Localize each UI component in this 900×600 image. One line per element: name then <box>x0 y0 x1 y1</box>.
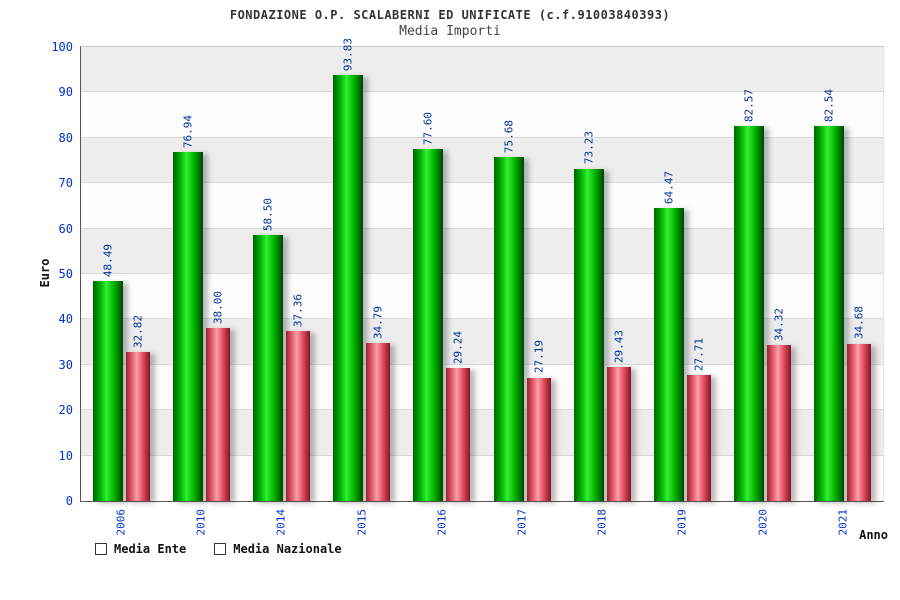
value-label: 38.00 <box>211 291 225 325</box>
value-label: 82.54 <box>822 89 836 123</box>
bar-group-2021: 82.54 34.68 2021 <box>814 47 872 536</box>
media-nazionale-bar: 27.71 <box>686 338 711 501</box>
bar-group-2010: 76.94 38.00 2010 <box>172 47 230 536</box>
value-label: 75.68 <box>502 120 516 154</box>
value-label: 82.57 <box>742 89 756 123</box>
media-ente-bar: 82.57 <box>734 89 765 501</box>
gridline <box>81 136 883 138</box>
plot-area: 48.49 32.82 2006 76.94 38.00 2010 58.50 37.36 20… <box>51 38 884 536</box>
value-label: 29.24 <box>451 331 465 365</box>
bar-group-2006: 48.49 32.82 2006 <box>92 47 150 536</box>
value-label: 93.83 <box>341 37 355 72</box>
x-tick-label: 2015 <box>355 509 369 536</box>
bar-group-2017: 75.68 27.19 2017 <box>493 47 551 536</box>
x-tick-label: 2020 <box>756 509 770 536</box>
media-nazionale-bar: 38.00 <box>205 291 230 501</box>
x-tick-label: 2019 <box>675 509 689 536</box>
y-tick-label: 30 <box>58 357 73 372</box>
y-tick-label: 100 <box>51 40 73 54</box>
y-tick-label: 90 <box>58 85 73 100</box>
gridline <box>81 182 883 184</box>
media-ente-bar: 48.49 <box>92 244 123 501</box>
media-nazionale-bar: 34.79 <box>366 306 391 501</box>
value-label: 77.60 <box>421 111 435 145</box>
media-ente-bar: 82.54 <box>814 89 845 501</box>
media-nazionale-bar: 32.82 <box>125 315 150 501</box>
value-label: 34.79 <box>371 305 385 340</box>
x-tick-label: 2016 <box>435 509 449 536</box>
y-tick-label: 50 <box>58 267 73 281</box>
media-nazionale-bar: 34.68 <box>847 306 872 501</box>
value-label: 34.32 <box>772 308 786 342</box>
media-nazionale-bar: 27.19 <box>526 340 551 501</box>
value-label: 76.94 <box>181 114 195 148</box>
media-nazionale-label: Media Nazionale <box>233 542 342 556</box>
gridline <box>81 318 883 320</box>
x-axis-title: Anno <box>859 528 888 542</box>
media-ente-swatch <box>95 543 107 555</box>
y-tick-label: 10 <box>58 448 73 463</box>
y-tick-label: 40 <box>58 312 73 327</box>
media-nazionale-bar: 29.43 <box>606 330 631 501</box>
bar-group-2019: 64.47 27.71 2019 <box>653 47 711 536</box>
chart-title: FONDAZIONE O.P. SCALABERNI ED UNIFICATE … <box>229 8 671 22</box>
y-tick-label: 60 <box>58 221 73 236</box>
media-ente-bar: 76.94 <box>172 115 203 501</box>
value-label: 32.82 <box>131 314 145 348</box>
y-tick-label: 0 <box>65 494 73 508</box>
x-tick-label: 2021 <box>836 509 850 536</box>
bar-group-2016: 77.60 29.24 2016 <box>413 47 471 536</box>
media-ente-bar: 75.68 <box>493 120 524 501</box>
bar-group-2014: 58.50 37.36 2014 <box>252 47 310 536</box>
value-label: 48.49 <box>101 243 115 277</box>
x-tick-label: 2010 <box>194 509 208 536</box>
bar-group-2015: 93.83 34.79 2015 <box>333 38 391 536</box>
gridline <box>81 227 883 229</box>
media-ente-bar: 93.83 <box>333 38 364 501</box>
gridline <box>81 409 883 411</box>
media-ente-bar: 58.50 <box>252 198 283 501</box>
plot-band <box>81 47 883 93</box>
value-label: 29.43 <box>612 330 626 364</box>
value-label: 27.71 <box>692 338 706 372</box>
legend-item-media-ente: Media Ente <box>95 542 186 556</box>
y-tick-label: 80 <box>58 130 73 145</box>
bar-group-2020: 82.57 34.32 2020 <box>734 47 792 536</box>
value-label: 58.50 <box>261 198 275 232</box>
legend: Media Ente Media Nazionale <box>95 542 342 556</box>
value-label: 34.68 <box>852 306 866 340</box>
media-nazionale-swatch <box>214 543 227 555</box>
media-nazionale-bar: 37.36 <box>285 294 310 501</box>
x-tick-label: 2017 <box>515 509 529 536</box>
media-nazionale-bar: 29.24 <box>446 331 471 501</box>
x-tick-label: 2006 <box>114 509 128 536</box>
x-tick-label: 2018 <box>595 509 609 536</box>
y-tick-label: 20 <box>58 403 73 418</box>
media-ente-bar: 77.60 <box>413 112 444 501</box>
value-label: 27.19 <box>532 340 546 374</box>
legend-item-media-nazionale: Media Nazionale <box>214 542 342 556</box>
media-ente-label: Media Ente <box>114 542 187 556</box>
bar-groups: 48.49 32.82 2006 76.94 38.00 2010 58.50 37.36 20… <box>81 38 883 536</box>
value-label: 73.23 <box>582 131 596 165</box>
gridline <box>81 273 883 274</box>
bar-group-2018: 73.23 29.43 2018 <box>573 47 631 536</box>
value-label: 64.47 <box>662 171 676 205</box>
gridline <box>81 91 883 93</box>
gridline <box>81 363 883 365</box>
media-ente-bar: 64.47 <box>653 171 684 501</box>
chart-subtitle: Media Importi <box>399 24 501 39</box>
x-tick-label: 2014 <box>274 509 288 536</box>
media-nazionale-bar: 34.32 <box>767 308 792 501</box>
y-axis-title: Euro <box>38 258 52 288</box>
gridline <box>81 454 883 456</box>
value-label: 37.36 <box>291 294 305 328</box>
media-ente-bar: 73.23 <box>573 131 604 501</box>
y-tick-label: 70 <box>58 176 73 191</box>
